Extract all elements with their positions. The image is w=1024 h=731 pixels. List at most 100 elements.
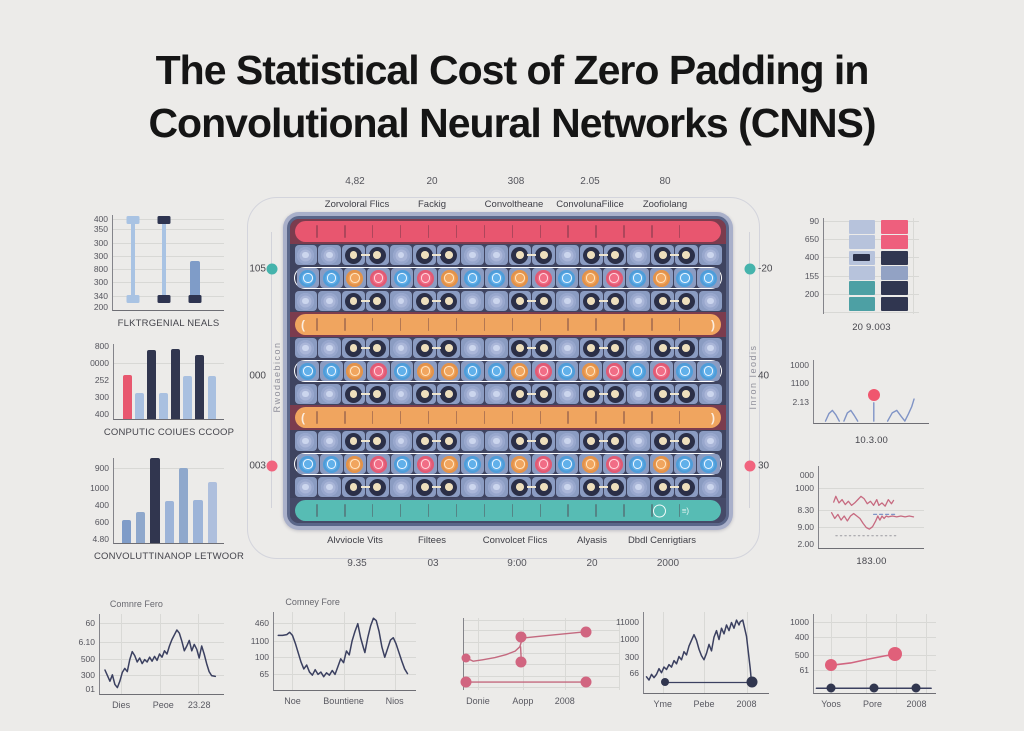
pair-link [598,300,608,302]
grid-cell [294,477,318,497]
grid-cell [414,454,437,474]
band-tick [427,318,430,331]
chart-line-bottom-4: 11000 1000 300 66 Yme Pebe 2008 [616,612,769,709]
band-tick [539,504,541,517]
grid-cell [579,454,602,474]
pair-link [598,486,608,488]
grid-cell [437,291,460,311]
cell-strip [294,245,722,265]
node-circle [392,339,410,357]
band-glyph-marks-icon: ≡) [681,506,690,515]
x-tick-label: Yme [653,699,673,709]
chart-lines [464,618,619,690]
heat-overlay [853,253,870,262]
band-tick [567,504,569,517]
node-circle [605,269,623,287]
page-title: The Statistical Cost of Zero Padding in … [0,44,1024,151]
band-tick [400,504,402,517]
grid-cell [698,245,722,265]
node-circle [321,432,339,450]
grid-line [477,618,479,690]
grid-cell [484,384,508,404]
grid-cell [627,477,651,497]
grid-cell [413,384,442,404]
feature-band [295,221,721,242]
x-tick-label: Aopp [512,696,534,706]
node-circle [582,339,600,357]
band-tick [372,504,374,517]
y-tick-label: 1000 [90,482,109,493]
grid-cell [626,361,649,381]
grid-line [274,622,416,624]
node-circle [369,269,387,287]
pair-link [360,486,370,488]
grid-line [121,614,123,694]
node-circle [463,385,481,403]
band-tick [679,411,681,424]
candle-line [130,219,135,299]
pair-link [360,440,370,442]
node-circle [487,292,505,310]
node-circle [558,455,576,473]
x-tick-label: Nios [385,696,404,706]
grid-cell [343,361,367,381]
y-tick-label: 300 [93,250,108,261]
cell-strip [294,477,722,497]
grid-line [464,675,619,677]
candle-line [162,219,167,299]
band-tick [400,225,402,238]
y-tick-label: 300 [93,277,108,288]
band-tick [400,411,402,424]
node-circle [558,292,576,310]
grid-cell [342,291,370,311]
node-circle [676,362,694,380]
grid-cell [697,454,720,474]
grid-line [394,612,396,690]
grid-cell [555,454,579,474]
node-circle [677,478,695,496]
data-dot [580,626,592,638]
pair-link [360,393,370,395]
grid-cell [296,268,320,288]
node-circle [558,385,576,403]
grid-cell [697,268,720,288]
node-circle [297,478,315,496]
node-circle [582,246,600,264]
chart-line-right-middle: 1000 1100 2.13 10.3.00 [790,360,929,446]
grid-cell [651,245,679,265]
data-dot [867,388,880,401]
grid-cell [603,384,627,404]
grid-line [100,642,224,643]
grid-cell [675,477,698,497]
y-tick-label: 460 [254,617,269,628]
pair-link [670,486,679,488]
chart-line [832,513,914,529]
grid-line [819,510,924,512]
band-tick [455,504,458,517]
node-circle [535,339,553,357]
node-circle [344,432,362,450]
bar [164,501,174,543]
node-circle [487,385,505,403]
band-tick [455,225,458,238]
band-row: () [290,312,726,337]
y-tick-label: 2.00 [797,538,814,549]
grid-cell [532,338,556,358]
y-tick-label: 1000 [790,616,809,627]
chart-line [844,410,858,421]
grid-cell [485,268,508,288]
node-circle [440,455,458,473]
node-circle [630,246,648,264]
node-circle [344,339,362,357]
band-tick [344,504,346,517]
grid-cell [294,291,318,311]
chart-candlestick-left-top: 400 350 300 300 800 300 340 200 FLKTRGENIAL NEAL… [94,214,224,329]
node-circle [630,385,648,403]
grid-line [831,614,833,693]
band-tick [483,225,486,238]
bottom-column-label: Filtees [418,535,446,546]
grid-cell [698,477,722,497]
band-tick [372,318,374,331]
node-circle [297,246,315,264]
y-tick-label: 400 [794,631,809,642]
